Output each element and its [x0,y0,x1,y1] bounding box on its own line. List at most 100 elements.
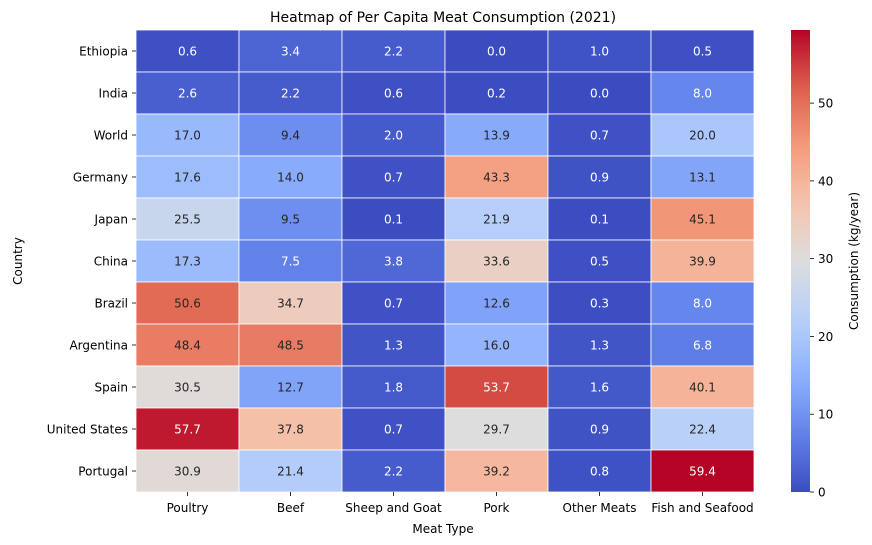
heatmap-cell [341,29,446,73]
cell-value-label: 0.7 [384,297,403,311]
x-axis-ticks: Poultry Beef Sheep and Goat Pork Other Meats… [167,492,754,515]
cell-value-label: 9.4 [281,129,300,143]
cell-value-label: 1.3 [384,339,403,353]
heatmap-cell [650,323,755,367]
cell-value-label: 34.7 [277,297,304,311]
x-tick-label: Sheep and Goat [345,501,442,515]
heatmap-cell [547,407,652,451]
cell-value-label: 9.5 [281,213,300,227]
y-tick-label: India [99,87,128,101]
y-tick-label: Japan [94,213,128,227]
heatmap-cell [650,197,755,241]
cell-value-label: 21.4 [277,465,304,479]
y-tick-label: World [94,129,128,143]
heatmap-cell [547,323,652,367]
x-tick-label: Other Meats [563,501,637,515]
heatmap-cell [547,197,652,241]
cell-value-label: 13.9 [483,129,510,143]
cell-value-label: 21.9 [483,213,510,227]
y-axis-label: Country [11,237,25,285]
heatmap-cell [650,449,755,493]
cell-value-label: 2.2 [384,465,403,479]
cell-value-label: 0.5 [693,45,712,59]
heatmap-cell [341,323,446,367]
cell-value-label: 1.8 [384,381,403,395]
heatmap-cell [238,365,343,409]
heatmap-cell [341,197,446,241]
heatmap-cell [547,29,652,73]
cell-value-label: 2.6 [178,87,197,101]
heatmap-cell [650,239,755,283]
x-axis-label: Meat Type [412,522,473,536]
cell-value-label: 1.6 [590,381,609,395]
heatmap-cell [238,113,343,157]
cell-value-label: 17.3 [174,255,201,269]
cell-value-label: 30.9 [174,465,201,479]
x-tick-label: Pork [483,501,509,515]
colorbar-tick-label: 30 [818,252,833,266]
cell-value-label: 45.1 [689,213,716,227]
cell-value-label: 0.9 [590,171,609,185]
cell-value-label: 14.0 [277,171,304,185]
heatmap-cell [444,29,549,73]
cell-value-labels: 0.6 3.4 2.2 0.0 1.0 0.5 2.6 2.2 0.6 0.2 0.0 8.0 17.0… [174,45,716,479]
y-tick-label: Spain [94,381,128,395]
heatmap-cell [650,365,755,409]
cell-value-label: 7.5 [281,255,300,269]
heatmap-cell [444,71,549,115]
heatmap-cell [650,281,755,325]
y-tick-label: United States [47,423,128,437]
cell-value-label: 2.0 [384,129,403,143]
heatmap-cell [135,407,240,451]
heatmap-cell [650,71,755,115]
heatmap-cell [341,281,446,325]
heatmap-cell [238,71,343,115]
colorbar-tick-label: 0 [818,486,826,500]
cell-value-label: 1.3 [590,339,609,353]
cell-value-label: 50.6 [174,297,201,311]
cell-value-label: 33.6 [483,255,510,269]
colorbar-tick-label: 50 [818,97,833,111]
heatmap-cell [444,281,549,325]
heatmap-cell [547,155,652,199]
heatmap-cell [135,29,240,73]
heatmap-cell [547,365,652,409]
heatmap-cell [238,281,343,325]
colorbar-tick-label: 20 [818,330,833,344]
heatmap-cells [135,29,755,493]
y-tick-label: China [94,255,128,269]
cell-value-label: 30.5 [174,381,201,395]
y-tick-label: Ethiopia [79,45,128,59]
heatmap-cell [135,281,240,325]
cell-value-label: 25.5 [174,213,201,227]
cell-value-label: 0.1 [384,213,403,227]
y-tick-label: Argentina [69,339,128,353]
cell-value-label: 0.7 [590,129,609,143]
cell-value-label: 57.7 [174,423,201,437]
y-tick-label: Germany [73,171,128,185]
heatmap-cell [650,113,755,157]
x-tick-label: Fish and Seafood [651,501,753,515]
cell-value-label: 1.0 [590,45,609,59]
cell-value-label: 0.0 [590,87,609,101]
heatmap-cell [547,113,652,157]
cell-value-label: 53.7 [483,381,510,395]
heatmap-cell [135,155,240,199]
cell-value-label: 6.8 [693,339,712,353]
heatmap-cell [650,155,755,199]
heatmap-cell [135,323,240,367]
cell-value-label: 0.0 [487,45,506,59]
cell-value-label: 0.5 [590,255,609,269]
cell-value-label: 37.8 [277,423,304,437]
colorbar-tick-label: 40 [818,174,833,188]
heatmap-cell [341,365,446,409]
heatmap-cell [135,239,240,283]
cell-value-label: 8.0 [693,297,712,311]
cell-value-label: 8.0 [693,87,712,101]
cell-value-label: 43.3 [483,171,510,185]
heatmap-cell [135,113,240,157]
heatmap-cell [135,197,240,241]
heatmap-cell [238,407,343,451]
cell-value-label: 0.6 [384,87,403,101]
colorbar-tick-label: 10 [818,408,833,422]
